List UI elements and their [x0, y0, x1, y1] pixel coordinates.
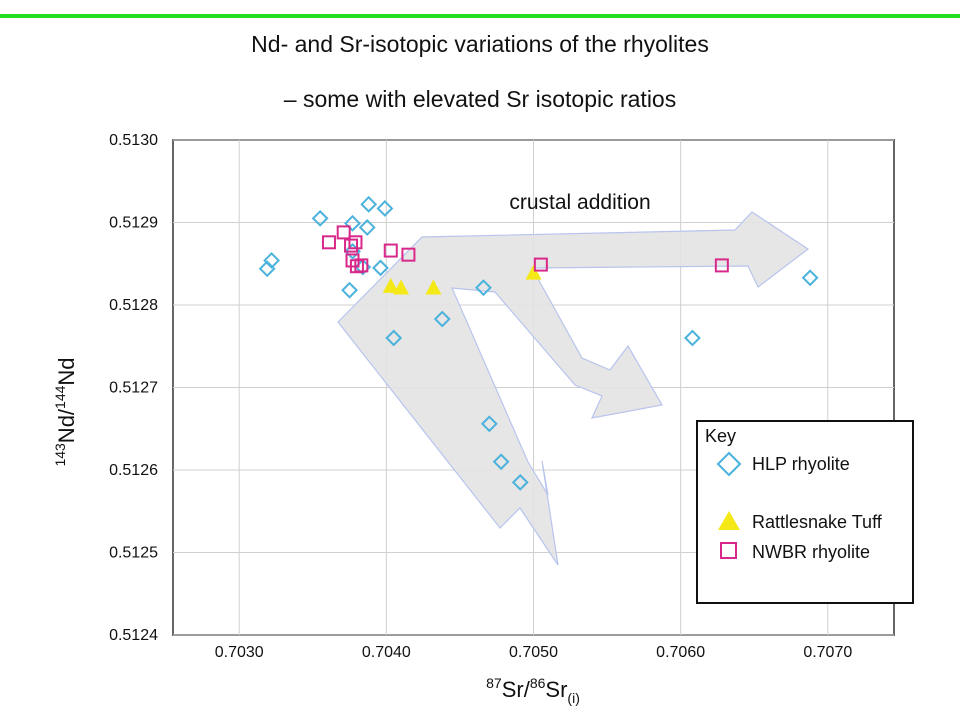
x-tick-label: 0.7030 [215, 644, 264, 661]
x-tick-label: 0.7050 [509, 644, 558, 661]
crustal-addition-arrow-shape [337, 211, 810, 566]
nwbr-rhyolite-point [348, 235, 363, 250]
annotation-crustal-addition: crustal addition [509, 191, 650, 214]
x-axis-label: 87Sr/86Sr(i) [486, 675, 580, 706]
legend-square-marker [720, 542, 737, 559]
nwbr-rhyolite-point [336, 225, 351, 240]
y-tick-label: 0.5124 [109, 627, 158, 644]
hlp-rhyolite-point [801, 269, 819, 287]
legend-title: Key [705, 426, 736, 446]
rattlesnake-tuff-point [425, 279, 442, 295]
hlp-rhyolite-point [344, 214, 361, 232]
hlp-rhyolite-point [475, 279, 492, 297]
legend-entry-nwbr: NWBR rhyolite [752, 542, 870, 562]
nwbr-rhyolite-point [383, 243, 398, 258]
y-tick-labels: 0.5130 0.5129 0.5128 0.5127 0.5126 0.5125 0.51… [109, 132, 158, 644]
nwbr-rhyolite-point [354, 258, 369, 273]
rattlesnake-tuff-point [393, 279, 410, 295]
y-tick-label: 0.5125 [109, 545, 158, 562]
data-points [258, 195, 819, 491]
y-axis-label: 143Nd/144Nd [52, 357, 79, 466]
legend-entry-rattlesnake: Rattlesnake Tuff [752, 512, 883, 532]
y-tick-label: 0.5127 [109, 380, 158, 397]
rattlesnake-tuff-point [382, 277, 399, 293]
hlp-rhyolite-point [360, 195, 378, 213]
x-tick-label: 0.7070 [803, 644, 852, 661]
y-tick-label: 0.5126 [109, 462, 158, 479]
hlp-rhyolite-point [492, 453, 510, 471]
legend-diamond-marker [716, 451, 742, 477]
x-tick-labels: 0.7030 0.7040 0.7050 0.7060 0.7070 [215, 644, 853, 661]
legend: Key HLP rhyolite Rattlesnake Tuff NWBR r… [696, 420, 914, 604]
nwbr-rhyolite-point [401, 247, 416, 262]
y-tick-label: 0.5130 [109, 132, 158, 149]
legend-box [696, 420, 914, 604]
slide-title-line1: Nd- and Sr-isotopic variations of the rh… [251, 31, 709, 57]
nwbr-rhyolite-point [533, 257, 548, 272]
hlp-rhyolite-point [311, 209, 329, 227]
hlp-rhyolite-point [263, 252, 280, 269]
hlp-rhyolite-point [376, 200, 394, 217]
rattlesnake-tuff-point [525, 264, 542, 280]
nwbr-rhyolite-point [344, 238, 359, 253]
nwbr-rhyolite-point [321, 235, 336, 250]
top-green-rule [0, 14, 960, 18]
hlp-rhyolite-point [372, 259, 389, 277]
hlp-rhyolite-point [480, 415, 498, 433]
x-tick-label: 0.7040 [362, 644, 411, 661]
legend-triangle-marker [718, 511, 740, 530]
hlp-rhyolite-point [341, 281, 358, 299]
y-tick-label: 0.5129 [109, 215, 158, 232]
nwbr-rhyolite-point [714, 258, 729, 273]
hlp-rhyolite-point [684, 329, 701, 347]
slide-title-line2: – some with elevated Sr isotopic ratios [283, 86, 677, 112]
hlp-rhyolite-point [511, 473, 529, 491]
legend-entry-hlp: HLP rhyolite [752, 454, 850, 474]
y-tick-label: 0.5128 [109, 297, 158, 314]
hlp-rhyolite-point [385, 329, 403, 347]
hlp-rhyolite-point [358, 219, 376, 236]
x-tick-label: 0.7060 [656, 644, 705, 661]
hlp-rhyolite-point [433, 310, 451, 328]
